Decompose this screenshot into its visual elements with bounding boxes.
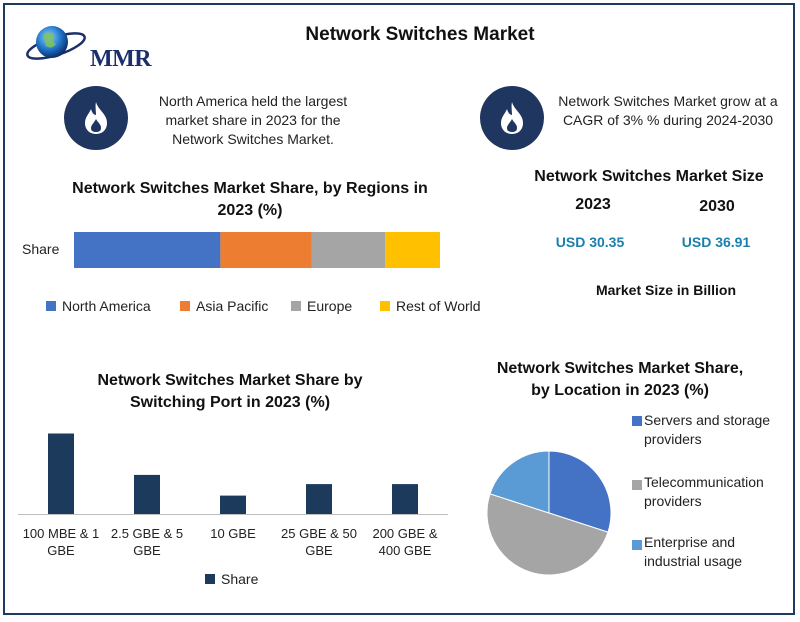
port-bar	[220, 495, 246, 514]
logo-text: MMR	[90, 46, 152, 72]
port-tick-label: 10 GBE	[210, 526, 256, 541]
regions-stacked-bar	[74, 232, 440, 268]
pie-slice	[548, 450, 612, 533]
legend-label: Share	[221, 571, 259, 587]
regions-chart-title: Network Switches Market Share, by Region…	[72, 180, 428, 219]
info-badge-left	[64, 86, 128, 150]
market-size-unit: Market Size in Billion	[595, 282, 737, 298]
port-bar	[134, 474, 160, 514]
pie-legend-enterprise: Enterprise and industrial usage	[644, 534, 743, 569]
globe-icon	[26, 26, 86, 60]
legend-north-america: North America	[46, 298, 151, 314]
info-text-right: Network Switches Market grow at a CAGR o…	[558, 93, 778, 128]
legend-swatch	[46, 301, 56, 311]
legend-swatch	[180, 301, 190, 311]
pie-legend-swatch-servers	[632, 416, 642, 426]
port-tick-label: 100 MBE & 1 GBE	[22, 526, 100, 558]
legend-swatch	[380, 301, 390, 311]
legend-swatch	[291, 301, 301, 311]
stack-segment-north-america	[74, 232, 221, 268]
mmr-logo: MMR	[22, 20, 162, 72]
page-title: Network Switches Market	[305, 24, 535, 45]
pie-slice	[489, 450, 550, 514]
port-tick-label: 2.5 GBE & 5 GBE	[110, 526, 184, 558]
regions-category-label: Share	[22, 241, 60, 257]
legend-swatch	[205, 574, 215, 584]
legend-europe: Europe	[291, 298, 352, 314]
pie-legend-swatch-telecom	[632, 480, 642, 490]
legend-label: North America	[62, 298, 151, 314]
pie-slice	[486, 493, 609, 576]
port-bar	[306, 484, 332, 514]
port-chart-title: Network Switches Market Share by Switchi…	[97, 372, 363, 411]
pie-legend-swatch-enterprise	[632, 540, 642, 550]
market-size-value-2030: USD 36.91	[681, 234, 751, 250]
legend-label: Europe	[307, 298, 353, 314]
location-chart-title: Network Switches Market Share, by Locati…	[496, 360, 744, 399]
flame-icon	[501, 102, 523, 134]
stack-segment-asia-pacific	[220, 232, 312, 268]
info-text-left: North America held the largest market sh…	[158, 93, 348, 147]
location-pie-chart	[486, 450, 612, 576]
info-badge-right	[480, 86, 544, 150]
port-tick-label: 25 GBE & 50 GBE	[281, 526, 357, 558]
pie-legend-telecom: Telecommunication providers	[644, 474, 764, 509]
port-bar	[48, 433, 74, 514]
infographic-frame	[3, 3, 795, 615]
legend-asia-pacific: Asia Pacific	[180, 298, 268, 314]
pie-legend-servers: Servers and storage providers	[644, 412, 771, 447]
stack-segment-rest-of-world	[385, 232, 440, 268]
stack-segment-europe	[311, 232, 386, 268]
port-tick-label: 200 GBE & 400 GBE	[372, 526, 438, 558]
legend-label: Rest of World	[396, 298, 481, 314]
port-bar-chart	[18, 433, 448, 515]
flame-icon	[85, 102, 107, 134]
market-size-year-2023: 2023	[575, 196, 611, 213]
legend-share: Share	[205, 571, 258, 587]
market-size-value-2023: USD 30.35	[555, 234, 625, 250]
legend-label: Asia Pacific	[196, 298, 269, 314]
market-size-year-2030: 2030	[699, 198, 735, 215]
market-size-title: Network Switches Market Size	[534, 168, 764, 185]
legend-rest-of-world: Rest of World	[380, 298, 481, 314]
port-bar	[392, 484, 418, 514]
